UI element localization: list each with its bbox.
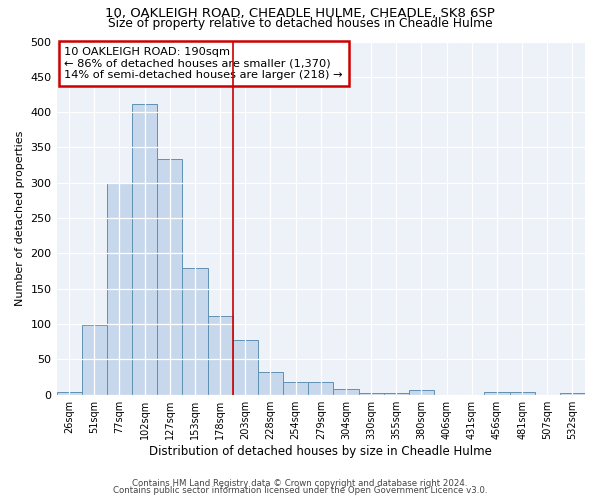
Text: Contains HM Land Registry data © Crown copyright and database right 2024.: Contains HM Land Registry data © Crown c…	[132, 478, 468, 488]
Bar	[509, 392, 535, 394]
Bar	[208, 316, 233, 394]
Bar	[383, 392, 409, 394]
Text: Contains public sector information licensed under the Open Government Licence v3: Contains public sector information licen…	[113, 486, 487, 495]
Bar	[283, 382, 308, 394]
Bar	[132, 104, 157, 395]
Bar	[82, 325, 107, 394]
Y-axis label: Number of detached properties: Number of detached properties	[15, 130, 25, 306]
Bar	[484, 392, 509, 394]
Text: Size of property relative to detached houses in Cheadle Hulme: Size of property relative to detached ho…	[107, 18, 493, 30]
Bar	[258, 372, 283, 394]
Text: 10, OAKLEIGH ROAD, CHEADLE HULME, CHEADLE, SK8 6SP: 10, OAKLEIGH ROAD, CHEADLE HULME, CHEADL…	[105, 8, 495, 20]
Bar	[107, 183, 132, 394]
Bar	[334, 389, 359, 394]
Bar	[56, 392, 82, 394]
Bar	[157, 160, 182, 394]
Text: 10 OAKLEIGH ROAD: 190sqm
← 86% of detached houses are smaller (1,370)
14% of sem: 10 OAKLEIGH ROAD: 190sqm ← 86% of detach…	[64, 47, 343, 80]
Bar	[308, 382, 334, 394]
X-axis label: Distribution of detached houses by size in Cheadle Hulme: Distribution of detached houses by size …	[149, 444, 492, 458]
Bar	[359, 392, 383, 394]
Bar	[409, 390, 434, 394]
Bar	[233, 340, 258, 394]
Bar	[182, 268, 208, 394]
